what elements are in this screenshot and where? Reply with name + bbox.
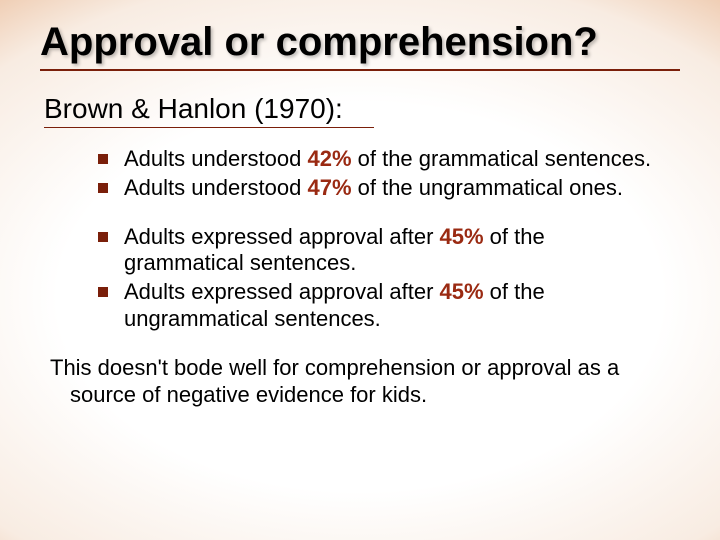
bullet-text-pre: Adults expressed approval after	[124, 224, 440, 249]
percent-value: 45%	[440, 279, 484, 304]
title-rule	[40, 69, 680, 71]
list-item: Adults expressed approval after 45% of t…	[98, 224, 670, 278]
percent-value: 47%	[307, 175, 351, 200]
bullet-group-1: Adults understood 42% of the grammatical…	[98, 146, 670, 202]
percent-value: 45%	[440, 224, 484, 249]
bullet-text-post: of the ungrammatical ones.	[352, 175, 623, 200]
subheading: Brown & Hanlon (1970):	[44, 93, 680, 125]
bullet-text-pre: Adults expressed approval after	[124, 279, 440, 304]
bullet-text-pre: Adults understood	[124, 146, 307, 171]
list-item: Adults expressed approval after 45% of t…	[98, 279, 670, 333]
subheading-rule	[44, 127, 374, 128]
bullet-text-post: of the grammatical sentences.	[352, 146, 652, 171]
bullet-group-2: Adults expressed approval after 45% of t…	[98, 224, 670, 333]
bullet-text-pre: Adults understood	[124, 175, 307, 200]
slide: Approval or comprehension? Brown & Hanlo…	[0, 0, 720, 540]
list-item: Adults understood 42% of the grammatical…	[98, 146, 670, 173]
page-title: Approval or comprehension?	[40, 20, 680, 65]
list-item: Adults understood 47% of the ungrammatic…	[98, 175, 670, 202]
percent-value: 42%	[307, 146, 351, 171]
closing-text: This doesn't bode well for comprehension…	[50, 355, 670, 409]
